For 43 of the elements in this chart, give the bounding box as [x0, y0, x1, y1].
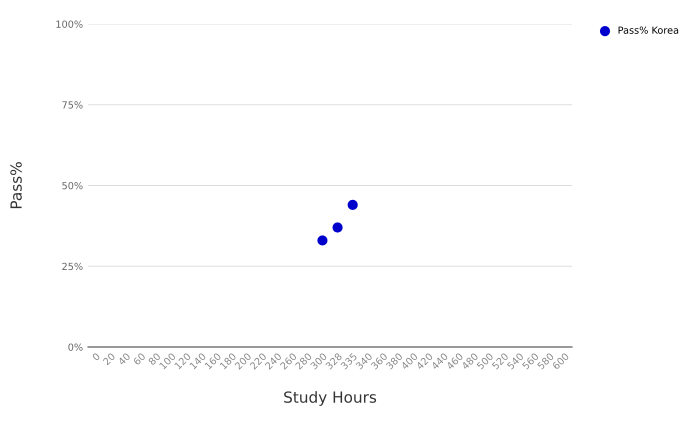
x-tick-label: 20: [102, 352, 116, 366]
x-tick-label: 600: [552, 352, 570, 370]
x-tick-label: 560: [522, 352, 540, 370]
point: [317, 235, 328, 246]
x-tick-label: 0: [92, 352, 100, 362]
x-tick-label: 360: [370, 352, 388, 370]
y-axis-title: Pass%: [10, 162, 22, 208]
y-tick-label: 75%: [62, 101, 83, 109]
legend-label: Pass% Korea: [618, 26, 678, 34]
y-tick-label: 0%: [68, 343, 83, 351]
x-tick-label: 540: [506, 352, 524, 370]
point: [332, 222, 343, 233]
x-tick-label: 580: [536, 352, 554, 370]
x-tick-label: 400: [400, 352, 418, 370]
x-tick-label: 120: [174, 352, 192, 370]
x-tick-label: 300: [310, 352, 328, 370]
x-tick-label: 460: [446, 352, 464, 370]
x-tick-label: 220: [249, 352, 267, 370]
x-axis-title: Study Hours: [284, 391, 376, 406]
x-tick-label: 335: [340, 352, 358, 370]
x-tick-label: 328: [325, 352, 342, 370]
y-tick-label: 50%: [62, 182, 83, 190]
x-tick-label: 180: [219, 352, 237, 370]
x-tick-label: 440: [430, 352, 448, 370]
x-tick-label: 380: [386, 352, 403, 370]
x-tick-label: 160: [204, 352, 222, 370]
y-tick-label: 25%: [62, 262, 83, 270]
x-tick-label: 280: [294, 352, 312, 370]
point: [348, 200, 358, 210]
x-tick-label: 500: [476, 352, 494, 370]
x-tick-label: 140: [189, 352, 206, 370]
x-tick-label: 240: [264, 352, 282, 370]
x-tick-label: 60: [132, 352, 146, 366]
x-tick-label: 420: [416, 352, 434, 370]
x-tick-label: 200: [234, 352, 252, 370]
x-tick-label: 340: [355, 352, 373, 370]
y-tick-label: 100%: [56, 20, 83, 28]
x-tick-label: 260: [280, 352, 298, 370]
x-tick-label: 40: [118, 352, 131, 366]
x-tick-label: 80: [148, 352, 161, 366]
x-tick-label: 480: [461, 352, 479, 370]
x-tick-label: 100: [158, 352, 176, 370]
x-tick-label: 520: [491, 352, 509, 370]
